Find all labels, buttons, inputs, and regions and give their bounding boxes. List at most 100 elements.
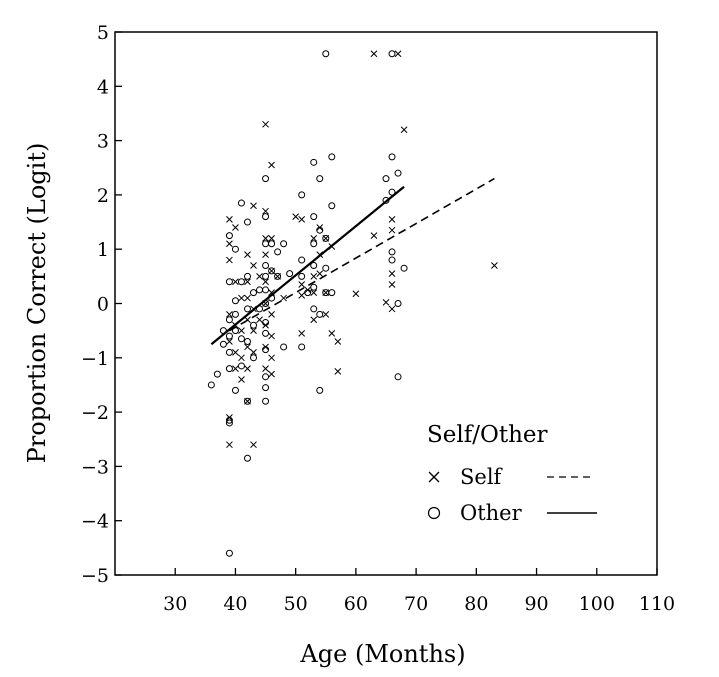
other-point xyxy=(262,373,270,381)
other-point xyxy=(298,191,306,199)
self-point xyxy=(322,311,330,318)
self-point xyxy=(238,376,245,383)
self-point xyxy=(268,311,275,318)
other-point xyxy=(316,226,324,234)
self-point xyxy=(388,270,396,277)
y-tick-label: 3 xyxy=(97,131,109,153)
other-point xyxy=(310,158,318,166)
other-point xyxy=(225,549,233,557)
other-point xyxy=(231,327,239,335)
x-tick-label: 110 xyxy=(639,593,675,615)
self-point xyxy=(250,327,257,335)
legend-label-other: Other xyxy=(460,501,523,525)
other-point xyxy=(262,397,270,405)
self-point xyxy=(310,316,318,324)
self-point xyxy=(226,338,233,345)
other-point xyxy=(225,316,233,324)
other-point xyxy=(274,248,282,256)
self-point xyxy=(352,290,360,298)
other-point xyxy=(207,381,215,389)
other-point xyxy=(262,300,270,307)
self-point xyxy=(388,305,396,313)
self-point xyxy=(244,251,251,258)
other-point xyxy=(225,348,233,356)
other-point xyxy=(328,153,336,161)
x-tick-label: 60 xyxy=(344,593,368,615)
other-point xyxy=(231,245,239,253)
other-point xyxy=(237,335,245,343)
self-point xyxy=(388,281,396,288)
other-point xyxy=(310,283,318,291)
self-point xyxy=(310,272,318,280)
self-point xyxy=(268,354,275,362)
self-point xyxy=(226,311,233,318)
y-axis-title: Proportion Correct (Logit) xyxy=(23,143,51,464)
self-point xyxy=(280,294,287,302)
other-point xyxy=(298,272,306,280)
other-point xyxy=(262,272,270,280)
other-point xyxy=(388,50,396,58)
self-point xyxy=(268,370,275,378)
other-point xyxy=(225,419,233,427)
x-axis: 30 40 50 60 70 80 90 100 110 xyxy=(163,568,675,615)
y-tick-label: −1 xyxy=(81,348,109,370)
other-point xyxy=(243,218,251,226)
other-point xyxy=(298,343,306,351)
legend-label-self: Self xyxy=(460,465,504,489)
other-point xyxy=(231,386,239,394)
self-point xyxy=(256,316,263,324)
other-point xyxy=(262,346,270,354)
other-point xyxy=(388,248,396,256)
self-point xyxy=(226,441,233,449)
other-point xyxy=(388,188,396,196)
y-tick-label: −5 xyxy=(81,565,109,587)
self-point xyxy=(292,213,300,220)
other-point xyxy=(394,300,402,307)
other-point xyxy=(280,240,288,248)
y-tick-label: 2 xyxy=(97,185,109,207)
self-point xyxy=(262,365,269,373)
other-point xyxy=(250,321,258,329)
other-point xyxy=(256,286,264,294)
other-point xyxy=(262,240,270,248)
other-point xyxy=(237,362,245,370)
self-point xyxy=(250,441,257,449)
other-point xyxy=(268,240,276,248)
self-point xyxy=(382,299,390,306)
y-tick-label: −3 xyxy=(81,456,109,478)
plot-frame xyxy=(114,31,658,576)
other-point xyxy=(231,297,239,305)
other-point xyxy=(225,332,233,340)
other-point xyxy=(310,261,318,269)
other-point xyxy=(262,286,270,294)
self-point xyxy=(388,215,396,223)
self-point xyxy=(310,234,318,242)
other-point xyxy=(262,175,270,183)
self-point xyxy=(232,365,239,373)
other-point xyxy=(243,397,251,405)
self-point xyxy=(238,327,245,335)
self-point xyxy=(388,226,396,234)
self-point xyxy=(244,294,251,302)
x-tick-label: 70 xyxy=(404,593,428,615)
self-point xyxy=(262,251,269,258)
other-point xyxy=(231,310,239,318)
self-point xyxy=(262,120,269,128)
self-point xyxy=(238,354,245,362)
self-point xyxy=(298,330,306,337)
other-point xyxy=(310,213,318,221)
other-point xyxy=(262,384,270,392)
self-point xyxy=(244,365,251,373)
other-point xyxy=(286,270,294,278)
x-tick-label: 50 xyxy=(284,593,308,615)
other-point xyxy=(328,202,336,210)
self-point xyxy=(226,240,233,248)
self-point xyxy=(298,281,306,288)
other-point xyxy=(322,264,330,272)
self-point xyxy=(328,330,336,337)
other-point xyxy=(225,278,233,286)
legend-title: Self/Other xyxy=(427,422,548,448)
self-point xyxy=(316,251,324,258)
other-point xyxy=(310,305,318,313)
fit-line-self xyxy=(229,177,495,332)
